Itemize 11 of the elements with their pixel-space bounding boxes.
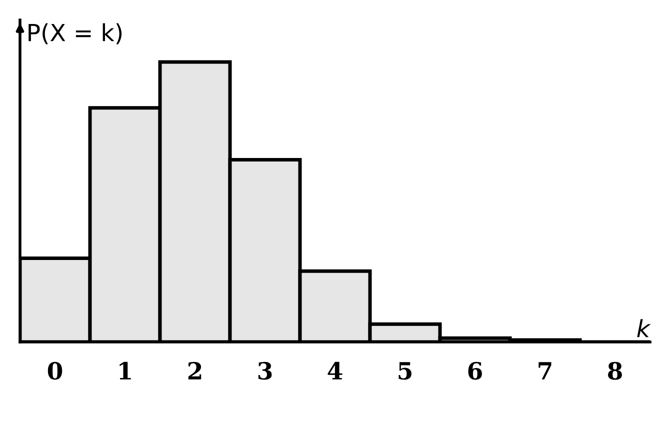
x-tick-label: 3 xyxy=(258,362,272,380)
x-axis-title: k xyxy=(637,319,651,338)
y-axis-title: P(X = k) xyxy=(28,23,122,44)
x-tick-label: 8 xyxy=(608,362,622,380)
x-tick-label: 2 xyxy=(188,362,202,380)
x-tick-label: 7 xyxy=(538,362,552,380)
x-tick-label: 5 xyxy=(398,362,412,380)
x-tick-label: 4 xyxy=(328,362,342,380)
x-tick-label: 0 xyxy=(48,362,62,380)
x-tick-label: 6 xyxy=(468,362,482,380)
x-tick-label: 1 xyxy=(120,362,131,380)
